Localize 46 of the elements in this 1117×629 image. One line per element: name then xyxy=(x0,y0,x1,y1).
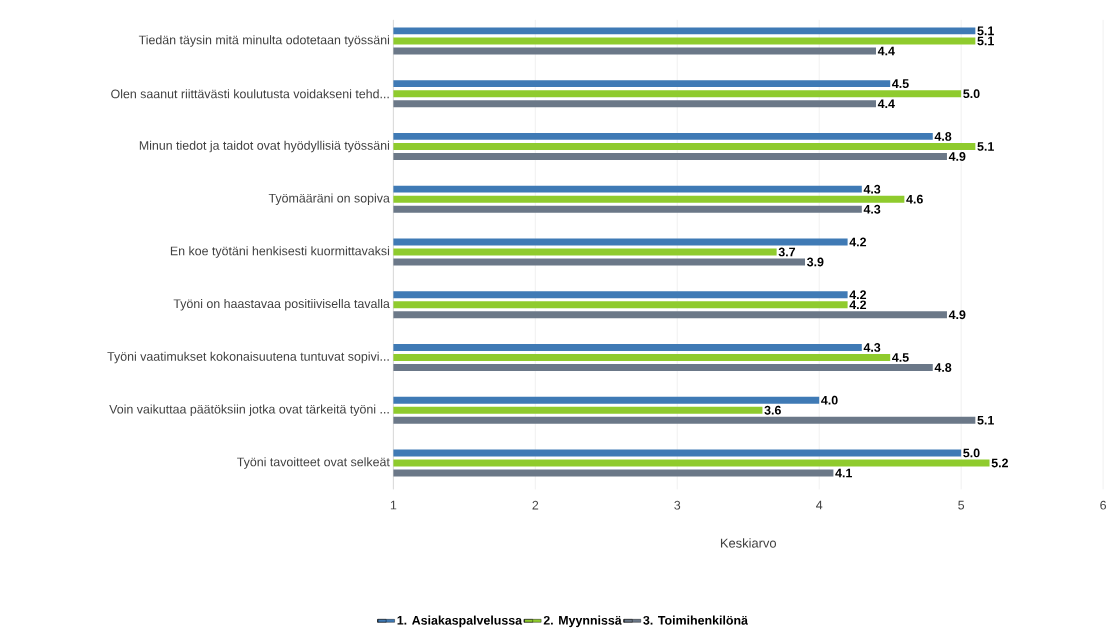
legend-label: 2. Myynnissä xyxy=(543,615,622,627)
y-tick-label: En koe työtäni henkisesti kuormittavaksi xyxy=(170,246,390,258)
y-tick-label: Tiedän täysin mitä minulta odotetaan työssäni xyxy=(138,35,390,47)
x-tick-label: 4 xyxy=(816,500,823,510)
data-label: 5.0 xyxy=(963,448,980,458)
data-label: 4.5 xyxy=(892,353,909,362)
data-label: 4.3 xyxy=(863,342,881,352)
data-label: 4.8 xyxy=(934,362,952,372)
data-label: 3.6 xyxy=(764,405,781,415)
data-label: 4.9 xyxy=(948,151,966,161)
x-tick-label: 5 xyxy=(958,500,965,510)
data-label: 4.3 xyxy=(863,204,881,214)
data-label: 3.7 xyxy=(778,247,796,257)
data-label: 5.1 xyxy=(977,36,994,46)
y-tick-label: Työni on haastavaa positiivisella tavalla xyxy=(173,298,390,311)
y-tick-label: Minun tiedot ja taidot ovat hyödyllisiä työssäni xyxy=(139,140,390,153)
data-label: 4.2 xyxy=(849,290,867,299)
data-label: 4.4 xyxy=(877,99,895,108)
data-label: 4.9 xyxy=(948,310,966,319)
data-label: 4.2 xyxy=(849,237,867,247)
x-axis-title: Keskiarvo xyxy=(720,538,777,548)
y-tick-label: Työni tavoitteet ovat selkeät xyxy=(237,457,390,469)
x-tick-label: 3 xyxy=(674,500,681,510)
y-tick-label: Voin vaikuttaa päätöksiin jotka ovat tärkeitä työni ... xyxy=(109,404,389,416)
data-label: 4.2 xyxy=(849,300,867,309)
data-label: 5.0 xyxy=(963,89,980,98)
data-label: 4.3 xyxy=(863,184,881,194)
y-tick-label: Työmääräni on sopiva xyxy=(268,193,390,205)
data-label: 5.1 xyxy=(977,26,994,36)
data-label: 4.0 xyxy=(821,395,838,405)
y-tick-label: Työni vaatimukset kokonaisuutena tuntuvat sopivi... xyxy=(107,351,389,364)
data-label: 5.1 xyxy=(977,415,994,425)
data-label: 5.1 xyxy=(977,141,994,151)
data-label: 4.1 xyxy=(835,468,852,478)
data-label: 4.8 xyxy=(934,131,952,141)
data-label: 3.9 xyxy=(806,257,824,267)
x-tick-label: 1 xyxy=(390,500,397,510)
x-tick-label: 6 xyxy=(1100,500,1107,510)
legend-label: 1. Asiakaspalvelussa xyxy=(397,615,523,627)
data-label: 4.5 xyxy=(892,79,909,88)
data-label: 5.2 xyxy=(991,458,1008,468)
data-label: 4.4 xyxy=(877,46,895,56)
legend-label: 3. Toimihenkilönä xyxy=(643,615,748,625)
x-tick-label: 2 xyxy=(532,500,539,510)
y-tick-label: Olen saanut riittävästi koulutusta voidakseni tehd... xyxy=(111,89,389,99)
data-label: 4.6 xyxy=(906,194,923,204)
